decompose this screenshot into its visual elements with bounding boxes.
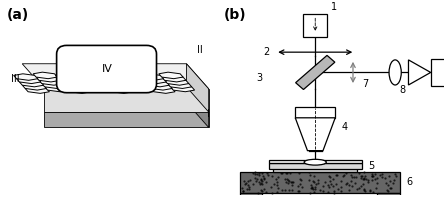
Text: 7: 7 <box>362 79 368 89</box>
Polygon shape <box>42 82 66 88</box>
Polygon shape <box>162 75 186 82</box>
Polygon shape <box>39 79 63 85</box>
Polygon shape <box>22 64 209 89</box>
Polygon shape <box>44 112 209 127</box>
Bar <box>269 160 362 163</box>
Polygon shape <box>100 77 124 84</box>
Polygon shape <box>14 74 38 80</box>
Polygon shape <box>186 87 209 127</box>
Polygon shape <box>120 75 144 82</box>
Polygon shape <box>59 77 83 84</box>
Bar <box>273 167 357 172</box>
Text: 4: 4 <box>342 123 348 132</box>
Polygon shape <box>123 79 147 85</box>
Bar <box>431 59 444 86</box>
Polygon shape <box>106 84 130 90</box>
Polygon shape <box>67 87 91 93</box>
Ellipse shape <box>389 60 401 85</box>
Polygon shape <box>22 84 47 90</box>
Polygon shape <box>167 82 192 88</box>
Polygon shape <box>44 89 209 112</box>
Polygon shape <box>36 75 60 82</box>
Text: I: I <box>207 109 210 119</box>
Polygon shape <box>142 77 166 84</box>
Polygon shape <box>109 87 133 93</box>
Text: IV: IV <box>102 64 113 73</box>
Polygon shape <box>61 80 86 87</box>
Polygon shape <box>117 72 141 79</box>
Text: III: III <box>11 74 20 84</box>
Polygon shape <box>408 60 431 85</box>
Polygon shape <box>295 118 335 151</box>
Text: 6: 6 <box>406 177 412 188</box>
Polygon shape <box>296 55 335 89</box>
Polygon shape <box>128 85 153 92</box>
Polygon shape <box>87 85 111 92</box>
Polygon shape <box>83 82 108 88</box>
Text: 1: 1 <box>331 2 337 12</box>
Text: 2: 2 <box>263 47 270 57</box>
Ellipse shape <box>304 159 326 165</box>
Text: 3: 3 <box>257 73 263 83</box>
Polygon shape <box>159 72 183 79</box>
Polygon shape <box>16 77 41 84</box>
Polygon shape <box>33 72 57 79</box>
Polygon shape <box>170 85 194 92</box>
Polygon shape <box>78 75 102 82</box>
Bar <box>303 14 327 37</box>
Polygon shape <box>145 80 169 87</box>
Polygon shape <box>25 87 49 93</box>
Polygon shape <box>151 87 175 93</box>
Polygon shape <box>126 82 150 88</box>
Polygon shape <box>186 64 209 112</box>
Polygon shape <box>148 84 172 90</box>
Text: 5: 5 <box>369 161 375 171</box>
Polygon shape <box>81 79 105 85</box>
Polygon shape <box>103 80 127 87</box>
Polygon shape <box>20 80 44 87</box>
Text: II: II <box>197 45 202 55</box>
Bar <box>240 193 262 197</box>
Polygon shape <box>45 85 69 92</box>
Bar <box>295 107 335 118</box>
Polygon shape <box>165 79 189 85</box>
Polygon shape <box>97 74 122 80</box>
Text: 8: 8 <box>400 85 406 95</box>
Polygon shape <box>64 84 88 90</box>
Text: (a): (a) <box>7 8 29 22</box>
FancyBboxPatch shape <box>57 46 156 93</box>
Bar <box>269 163 362 169</box>
Bar <box>377 193 400 197</box>
Polygon shape <box>56 74 80 80</box>
Bar <box>240 172 400 193</box>
Text: (b): (b) <box>224 8 247 22</box>
Polygon shape <box>75 72 99 79</box>
Polygon shape <box>139 74 163 80</box>
